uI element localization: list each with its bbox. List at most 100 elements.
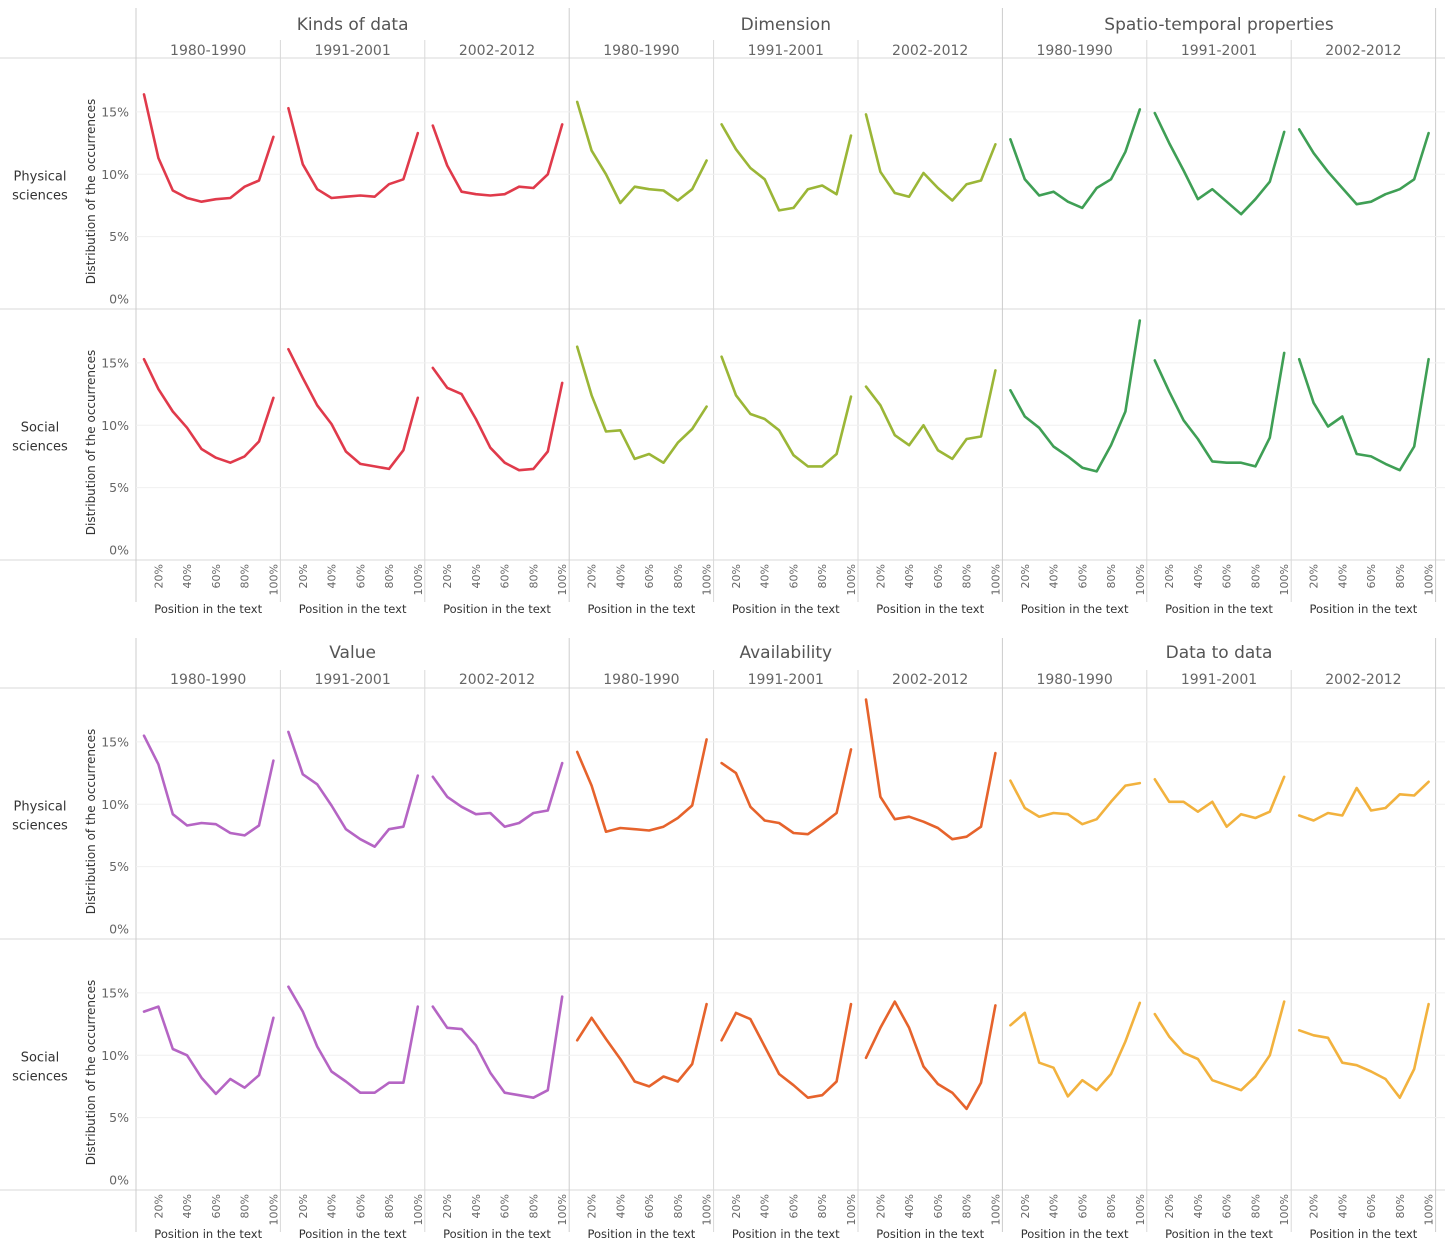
series-line-social-5: [720, 355, 853, 468]
x-tick-label: 60%: [354, 1194, 367, 1218]
row-label: sciences: [12, 189, 68, 204]
x-tick-label: 60%: [499, 564, 512, 588]
series-line-social-3: [431, 366, 564, 472]
period-label: 2002-2012: [892, 672, 968, 688]
x-axis-title: Position in the text: [732, 602, 840, 616]
x-axis-title: Position in the text: [588, 602, 696, 616]
y-tick-label: 10%: [101, 418, 129, 433]
x-tick-label: 40%: [470, 564, 483, 588]
y-tick-label: 10%: [101, 1048, 129, 1063]
series-line-physical-8: [1153, 775, 1286, 828]
row-label: Physical: [14, 170, 67, 185]
series-line-physical-9: [1297, 780, 1430, 822]
y-tick-label: 0%: [109, 922, 129, 937]
group-title: Kinds of data: [297, 15, 409, 35]
period-label: 2002-2012: [459, 672, 535, 688]
chart-block-1: Kinds of data 1980-1990 1991-2001 2002-2012…: [0, 8, 1445, 616]
x-tick-label: 80%: [816, 564, 829, 588]
y-tick-label: 0%: [109, 292, 129, 307]
x-tick-label: 40%: [1048, 1194, 1061, 1218]
series-line-physical-5: [720, 748, 853, 836]
series-line-physical-4: [575, 100, 708, 205]
x-tick-label: 80%: [1105, 1194, 1118, 1218]
x-tick-label: 100%: [1134, 1194, 1147, 1225]
x-axis-title: Position in the text: [732, 1227, 840, 1241]
x-axis-title: Position in the text: [154, 602, 262, 616]
y-tick-label: 5%: [109, 229, 129, 244]
x-tick-label: 60%: [354, 564, 367, 588]
period-label: 1980-1990: [170, 43, 246, 59]
x-tick-label: 20%: [730, 564, 743, 588]
x-tick-label: 100%: [556, 564, 569, 595]
x-tick-label: 80%: [672, 564, 685, 588]
x-axis-title: Position in the text: [1021, 602, 1129, 616]
x-tick-label: 20%: [874, 564, 887, 588]
series-line-physical-9: [1297, 128, 1430, 206]
y-tick-label: 15%: [101, 985, 129, 1000]
x-tick-label: 60%: [1221, 1194, 1234, 1218]
x-axis-title: Position in the text: [1310, 1227, 1418, 1241]
x-tick-label: 80%: [527, 564, 540, 588]
period-label: 2002-2012: [1325, 672, 1401, 688]
series-line-physical-6: [864, 113, 997, 202]
series-line-physical-1: [142, 734, 275, 837]
x-tick-label: 60%: [932, 564, 945, 588]
x-tick-label: 40%: [903, 1194, 916, 1218]
x-tick-label: 80%: [383, 1194, 396, 1218]
series-line-social-3: [431, 995, 564, 1099]
x-tick-label: 60%: [643, 564, 656, 588]
x-tick-label: 60%: [499, 1194, 512, 1218]
series-line-physical-6: [864, 698, 997, 841]
x-tick-label: 100%: [701, 564, 714, 595]
group-title: Dimension: [741, 15, 831, 35]
x-axis-title: Position in the text: [154, 1227, 262, 1241]
x-tick-label: 20%: [586, 564, 599, 588]
series-line-physical-4: [575, 738, 708, 833]
x-tick-label: 60%: [932, 1194, 945, 1218]
x-tick-label: 20%: [1308, 1194, 1321, 1218]
series-line-social-6: [864, 1000, 997, 1111]
series-line-physical-2: [287, 106, 420, 200]
y-axis-title: Distribution of the occurrences: [84, 99, 98, 284]
x-tick-label: 100%: [989, 564, 1002, 595]
series-line-social-8: [1153, 1000, 1286, 1092]
series-line-social-8: [1153, 351, 1286, 468]
series-line-social-2: [287, 985, 420, 1094]
x-tick-label: 20%: [152, 564, 165, 588]
series-line-social-4: [575, 1002, 708, 1088]
period-label: 2002-2012: [892, 43, 968, 59]
row-label: sciences: [12, 819, 68, 834]
x-tick-label: 100%: [267, 1194, 280, 1225]
x-tick-label: 60%: [788, 564, 801, 588]
period-label: 1991-2001: [314, 672, 390, 688]
period-label: 2002-2012: [459, 43, 535, 59]
row-label: sciences: [12, 440, 68, 455]
series-line-social-9: [1297, 357, 1430, 472]
period-label: 1991-2001: [1181, 672, 1257, 688]
y-tick-label: 10%: [101, 797, 129, 812]
x-axis-title: Position in the text: [443, 1227, 551, 1241]
x-tick-label: 60%: [643, 1194, 656, 1218]
row-label: Social: [21, 421, 60, 436]
x-tick-label: 100%: [1423, 1194, 1436, 1225]
x-tick-label: 80%: [1394, 564, 1407, 588]
period-label: 1980-1990: [603, 672, 679, 688]
x-tick-label: 40%: [1192, 564, 1205, 588]
group-title: Value: [329, 643, 376, 663]
x-tick-label: 60%: [210, 564, 223, 588]
x-tick-label: 20%: [297, 564, 310, 588]
x-axis-title: Position in the text: [1165, 1227, 1273, 1241]
y-tick-label: 10%: [101, 167, 129, 182]
series-line-physical-8: [1153, 111, 1286, 216]
series-line-physical-3: [431, 761, 564, 828]
x-tick-label: 80%: [527, 1194, 540, 1218]
x-tick-label: 40%: [181, 564, 194, 588]
series-line-physical-5: [720, 123, 853, 212]
x-tick-label: 100%: [989, 1194, 1002, 1225]
x-tick-label: 60%: [1221, 564, 1234, 588]
x-axis-title: Position in the text: [1021, 1227, 1129, 1241]
y-axis-title: Distribution of the occurrences: [84, 729, 98, 914]
series-line-social-9: [1297, 1002, 1430, 1099]
x-tick-label: 40%: [614, 564, 627, 588]
